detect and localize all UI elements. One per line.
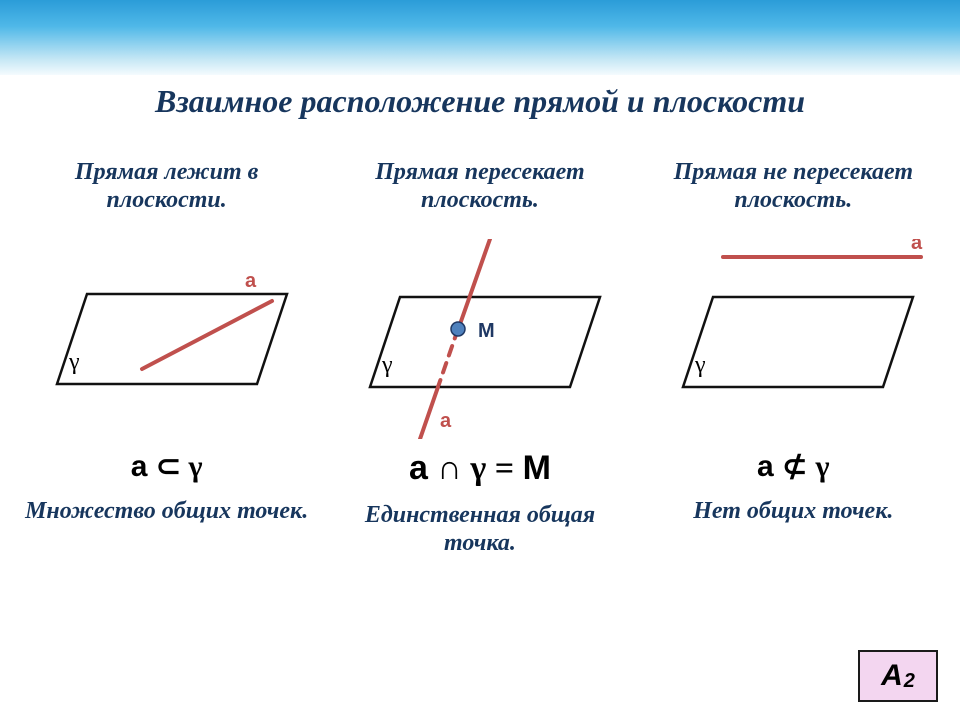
formula-1: a ⊂ γ xyxy=(131,449,203,484)
col-parallel: Прямая не пересекает плоскость. a γ a ⊄ … xyxy=(643,134,943,557)
label-gamma: γ xyxy=(694,352,706,378)
formula-3-gamma: γ xyxy=(816,450,830,483)
header-gradient xyxy=(0,0,960,75)
label-a: a xyxy=(245,270,257,292)
formula-3-a: a xyxy=(757,450,774,483)
label-a: a xyxy=(440,410,452,432)
label-gamma: γ xyxy=(68,349,80,375)
formula-1-a: a xyxy=(131,450,148,483)
badge-label: А xyxy=(881,659,903,693)
label-gamma: γ xyxy=(381,352,393,378)
plane-shape xyxy=(683,297,913,387)
subtitle-1: Прямая лежит в плоскости. xyxy=(17,134,317,239)
col-in-plane: Прямая лежит в плоскости. a γ a ⊂ γ Множ… xyxy=(17,134,317,557)
badge-sub: 2 xyxy=(904,670,915,693)
col-intersects: Прямая пересекает плоскость. M a γ a ∩ γ… xyxy=(330,134,630,557)
subtitle-2: Прямая пересекает плоскость. xyxy=(330,134,630,239)
not-subset-icon: ⊄ xyxy=(782,449,807,484)
subset-icon: ⊂ xyxy=(156,450,189,483)
page-title: Взаимное расположение прямой и плоскости xyxy=(0,75,960,134)
desc-3: Нет общих точек. xyxy=(693,498,893,526)
formula-1-gamma: γ xyxy=(188,450,202,483)
formula-2-a: a xyxy=(409,449,428,487)
point-m xyxy=(451,322,465,336)
label-m: M xyxy=(478,320,495,342)
subtitle-3: Прямая не пересекает плоскость. xyxy=(643,134,943,239)
equals-icon: = xyxy=(495,450,523,487)
columns-container: Прямая лежит в плоскости. a γ a ⊂ γ Множ… xyxy=(0,134,960,557)
desc-1: Множество общих точек. xyxy=(25,498,308,526)
plane-shape xyxy=(57,294,287,384)
diagram-in-plane: a γ xyxy=(27,239,307,439)
line-a-top xyxy=(459,239,490,327)
intersect-icon: ∩ xyxy=(437,450,470,487)
desc-2: Единственная общая точка. xyxy=(330,502,630,557)
label-a: a xyxy=(911,239,923,254)
line-a-dashed xyxy=(438,329,458,387)
line-a-bottom xyxy=(420,387,438,439)
formula-2: a ∩ γ = M xyxy=(409,449,551,488)
line-a xyxy=(142,301,272,369)
plane-shape xyxy=(370,297,600,387)
diagram-parallel: a γ xyxy=(653,239,933,439)
formula-3: a ⊄ γ xyxy=(757,449,830,484)
formula-2-gamma: γ xyxy=(470,450,494,487)
diagram-intersects: M a γ xyxy=(340,239,620,439)
formula-2-m: M xyxy=(523,449,551,487)
slide-badge: А2 xyxy=(858,650,938,702)
